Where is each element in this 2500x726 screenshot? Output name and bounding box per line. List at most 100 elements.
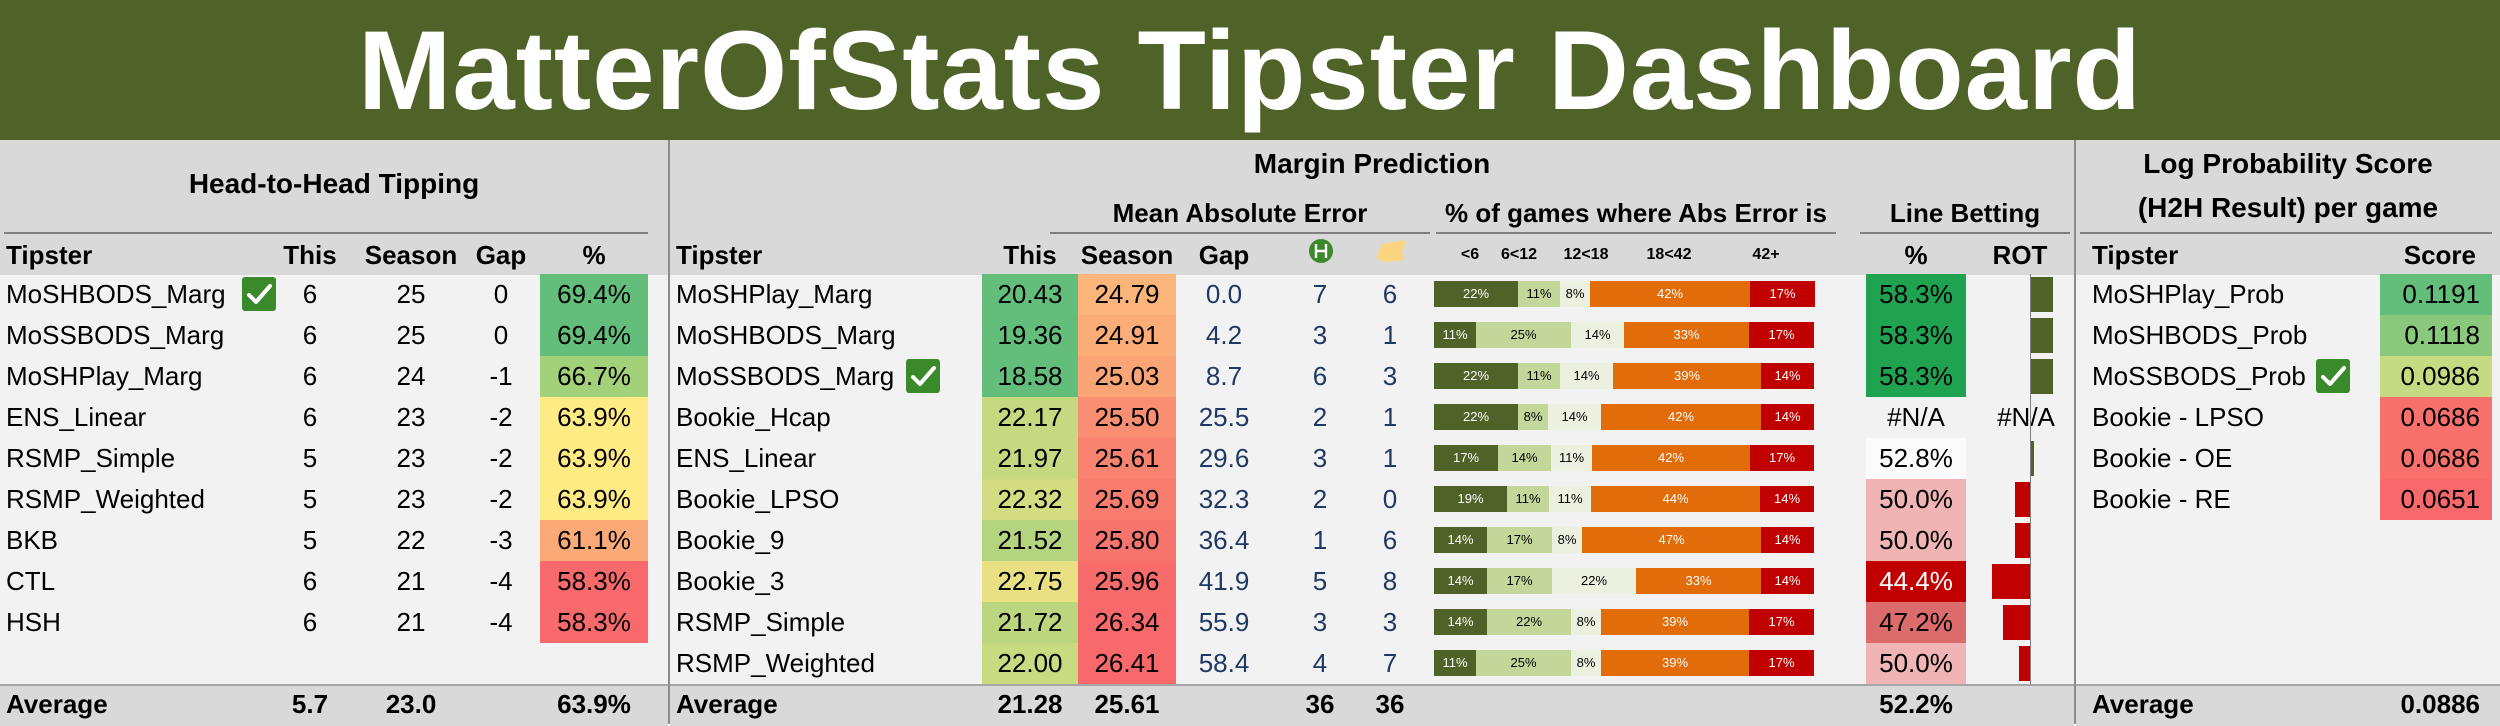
h2h-season: 25 [396,320,426,350]
line-pct: 58.3% [1879,320,1953,350]
margin-tipster-name: MoSHBODS_Marg [676,320,896,350]
line-pct-heat [1866,397,1966,438]
h2h-gap: -1 [489,361,513,391]
h2h-this: 6 [302,361,318,391]
margin-goal-count: 2 [1312,484,1328,514]
lps-average-score: 0.0886 [2400,689,2480,719]
check-icon [2316,359,2350,393]
h2h-col-gap: Gap [475,240,527,270]
dist-segment: 39% [1601,650,1749,676]
margin-goal-count: 7 [1312,279,1328,309]
mae-season-heat [1078,315,1176,356]
line-pct: 47.2% [1879,607,1953,637]
h2h-gap: -4 [489,607,513,637]
line-pct: 50.0% [1879,525,1953,555]
h2h-tipster-name: ENS_Linear [6,402,147,432]
h2h-gap: -4 [489,566,513,596]
rot-axis [2030,274,2031,684]
mae-season-heat [1078,438,1176,479]
margin-average-season: 25.61 [1094,689,1160,719]
rot-bar [2015,482,2030,517]
mae-this: 22.17 [997,402,1063,432]
h2h-pct: 63.9% [557,443,631,473]
dist-segment: 17% [1750,281,1815,307]
h2h-pct-heat [540,438,648,479]
mae-this-heat [982,520,1078,561]
lps-score-heat [2380,397,2492,438]
dist-segment: 14% [1761,404,1814,430]
h2h-average-pct: 63.9% [557,689,631,719]
margin-flag-count: 1 [1382,443,1398,473]
h2h-season: 23 [396,443,426,473]
margin-col-season: Season [1080,240,1174,270]
dist-segment: 14% [1498,445,1551,471]
mae-season-heat [1078,397,1176,438]
margin-average-label: Average [676,689,778,719]
dist-segment: 14% [1434,609,1487,635]
margin-flag-count: 8 [1382,566,1398,596]
mae-this-heat [982,479,1078,520]
dist-segment: 17% [1749,322,1814,348]
rot-bar [1992,564,2030,599]
lps-score: 0.0986 [2400,361,2480,391]
h2h-this: 5 [302,525,318,555]
h2h-pct-heat [540,479,648,520]
dist-segment: 17% [1749,609,1814,635]
mae-gap: 36.4 [1198,525,1250,555]
h2h-pct: 63.9% [557,402,631,432]
h2h-pct: 58.3% [557,566,631,596]
mae-this: 18.58 [997,361,1063,391]
mae-this-heat [982,274,1078,315]
dist-segment: 17% [1750,445,1814,471]
flag-icon [1374,238,1408,269]
dist-segment: 11% [1551,445,1592,471]
dist-segment: 17% [1434,445,1498,471]
mae-this: 20.43 [997,279,1063,309]
h2h-gap: 0 [493,279,509,309]
mae-this: 21.52 [997,525,1063,555]
lps-score: 0.0686 [2400,402,2480,432]
mae-this: 21.72 [997,607,1063,637]
margin-flag-count: 6 [1382,279,1398,309]
rot-bar [2030,441,2034,476]
mae-this: 22.00 [997,648,1063,678]
h2h-tipster-name: BKB [6,525,59,555]
rot-bar [2003,605,2030,640]
dist-segment: 42% [1601,404,1761,430]
mae-this: 21.97 [997,443,1063,473]
mae-gap: 29.6 [1198,443,1250,473]
line-pct-heat [1866,479,1966,520]
mae-gap: 0.0 [1205,279,1243,309]
line-pct: 50.0% [1879,484,1953,514]
lps-col-tipster: Tipster [2092,240,2179,270]
h2h-pct: 69.4% [557,279,631,309]
h2h-tipster-name: MoSHPlay_Marg [6,361,203,391]
h2h-gap: -2 [489,402,513,432]
h2h-season: 25 [396,279,426,309]
rot-bar [2030,359,2053,394]
line-pct-heat [1866,643,1966,684]
line-pct-heat [1866,602,1966,643]
line-pct: 44.4% [1879,566,1953,596]
dist-segment: 42% [1592,445,1750,471]
line-col-pct: % [1904,240,1928,270]
rot-bar [2030,318,2053,353]
margin-heading: Margin Prediction [1253,148,1491,179]
dist-segment: 11% [1507,486,1549,512]
h2h-average-this: 5.7 [291,689,329,719]
lps-score-heat [2380,479,2492,520]
margin-tipster-name: Bookie_Hcap [676,402,831,432]
mae-this-heat [982,397,1078,438]
mae-gap: 8.7 [1205,361,1243,391]
margin-tipster-name: MoSHPlay_Marg [676,279,873,309]
mae-season: 26.34 [1094,607,1160,637]
lps-score: 0.1191 [2402,279,2480,309]
dist-segment: 47% [1582,527,1761,553]
margin-goal-count: 1 [1312,525,1328,555]
mae-season: 25.03 [1094,361,1160,391]
dist-segment: 25% [1476,322,1571,348]
h2h-tipster-name: CTL [6,566,56,596]
rot-bar [2015,523,2030,558]
line-pct: 58.3% [1879,279,1953,309]
dist-segment: 11% [1434,650,1476,676]
